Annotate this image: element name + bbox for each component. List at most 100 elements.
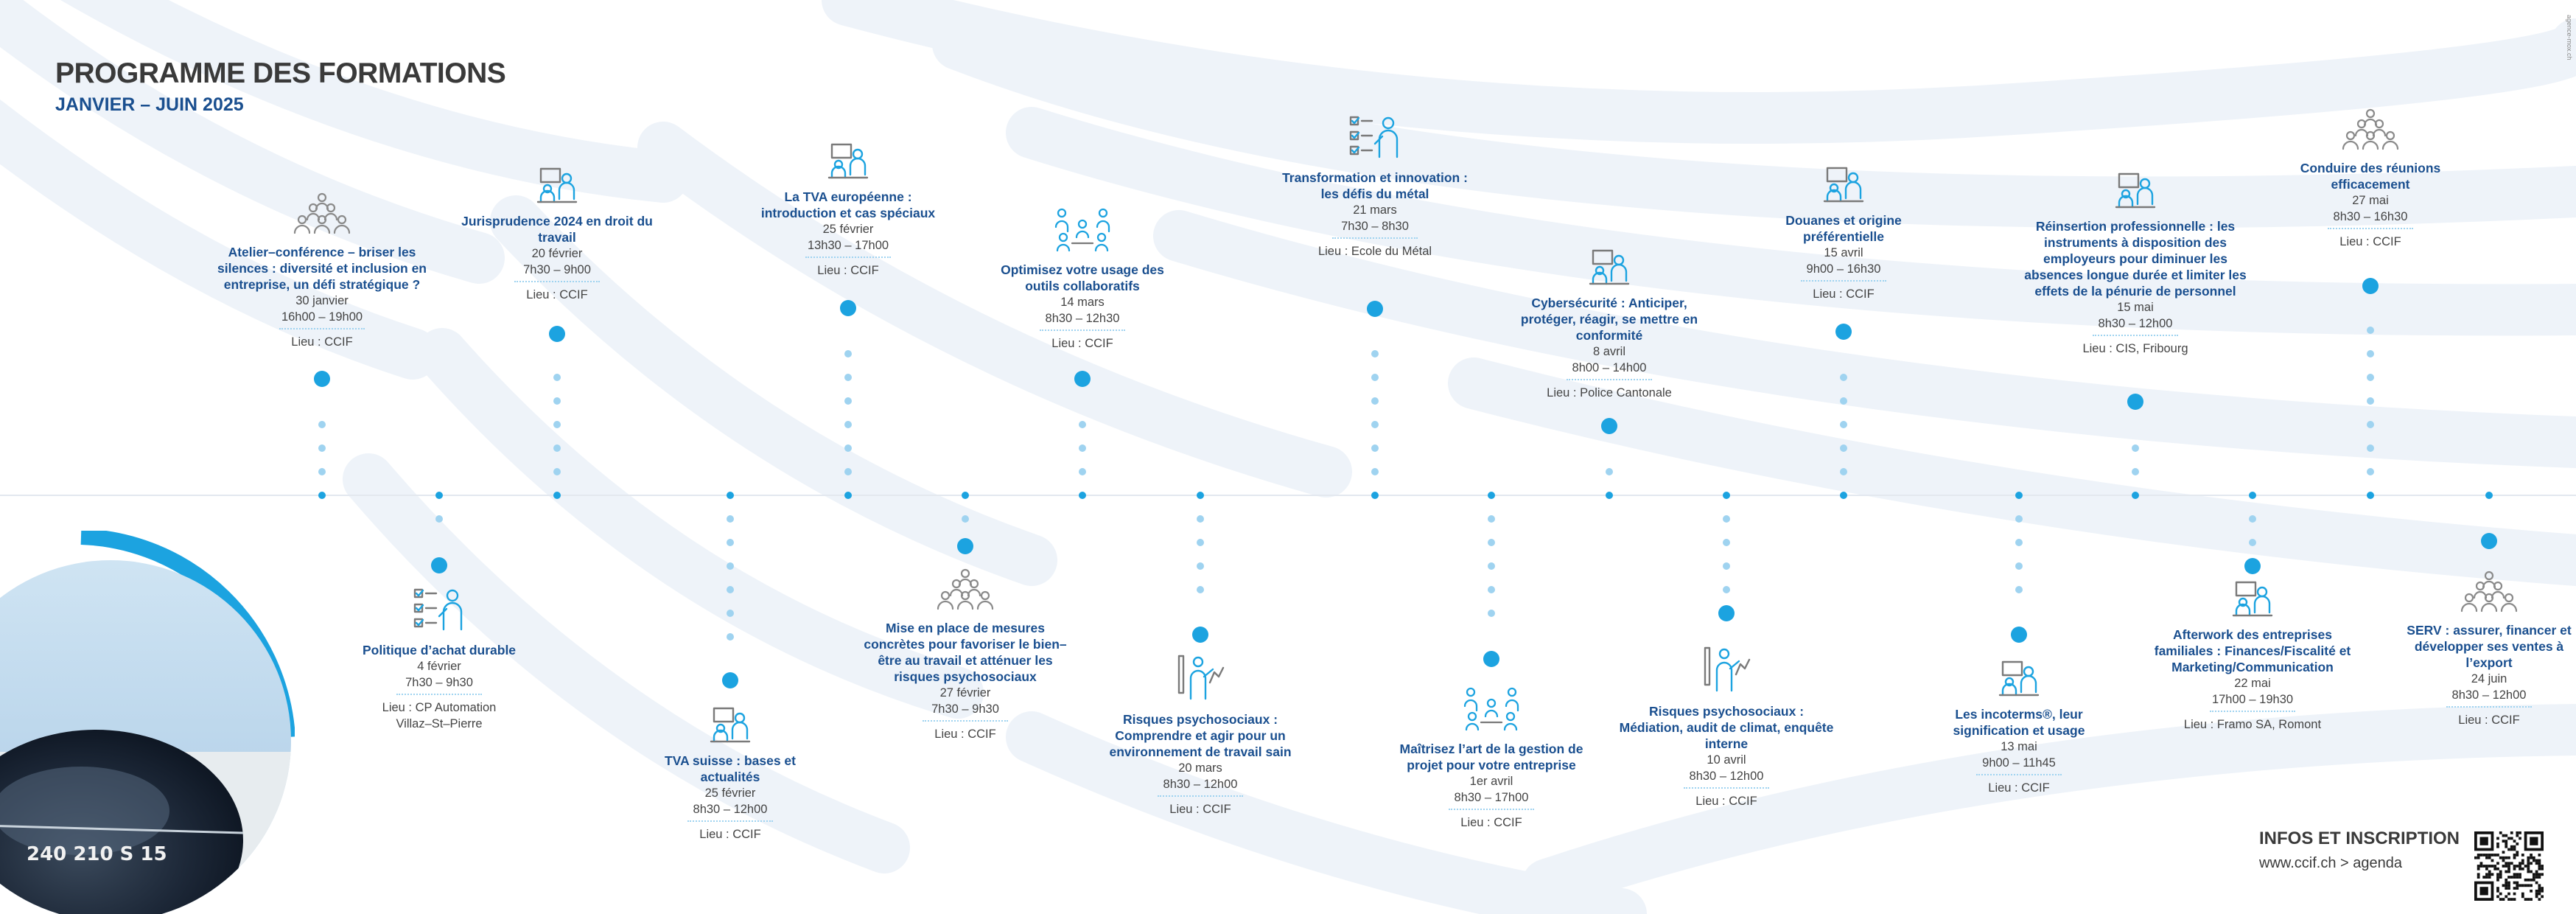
qr-module [2507, 856, 2510, 859]
event-location: Lieu : CCIF [1813, 287, 1875, 301]
qr-module [2527, 898, 2530, 901]
axis-dot [1371, 492, 1379, 499]
qr-module [2507, 898, 2510, 901]
event-location: Lieu : CCIF [1051, 337, 1113, 350]
connector-dot [2367, 350, 2374, 357]
axis-dot [2367, 492, 2374, 499]
qr-module [2541, 867, 2544, 871]
qr-module [2519, 837, 2521, 840]
event-title: Mise en place de mesures concrètes pour … [864, 621, 1067, 684]
qr-code-icon[interactable] [2474, 831, 2544, 901]
event-location: Lieu : CCIF [526, 288, 588, 301]
event-card[interactable]: Risques psychosociaux : Médiation, audit… [1616, 645, 1837, 809]
event-time: 7h30 – 9h30 [405, 676, 473, 689]
info-url[interactable]: www.ccif.ch > agenda [2259, 855, 2402, 871]
qr-module [2513, 898, 2516, 901]
qr-module [2479, 862, 2483, 865]
event-card[interactable]: Politique d’achat durable 4 février 7h30 –… [351, 587, 528, 732]
event-card[interactable]: Atelier–conférence – briser les silences… [211, 192, 433, 350]
qr-module [2499, 831, 2502, 834]
connector-dot [1840, 421, 1847, 428]
event-card[interactable]: Transformation et innovation : les défis… [1279, 114, 1471, 259]
event-card[interactable]: Jurisprudence 2024 en droit du travail 20… [461, 167, 653, 303]
event-separator [1976, 774, 2062, 775]
qr-module [2488, 865, 2491, 868]
qr-module [2521, 859, 2524, 862]
qr-module [2538, 884, 2541, 887]
qr-module [2510, 848, 2513, 851]
qr-module [2538, 867, 2541, 871]
qr-module [2527, 865, 2530, 868]
event-title: Afterwork des entreprises familiales : F… [2154, 627, 2351, 674]
qr-module [2505, 865, 2508, 868]
qr-module [2496, 876, 2499, 879]
event-card[interactable]: Douanes et origine préférentielle 15 avri… [1748, 166, 1939, 302]
event-card[interactable]: SERV : assurer, financer et développer s… [2397, 570, 2576, 728]
event-time: 8h30 – 12h00 [1163, 778, 1238, 791]
event-card[interactable]: Réinsertion professionnelle : les instru… [2021, 172, 2250, 357]
qr-module [2516, 843, 2519, 845]
connector-dot [1723, 515, 1730, 523]
qr-module [2530, 878, 2533, 882]
qr-module [2477, 865, 2480, 868]
connector-dot [1371, 444, 1379, 452]
connector-dot [1371, 421, 1379, 428]
qr-module [2535, 873, 2538, 876]
qr-module [2479, 854, 2483, 857]
qr-module [2505, 862, 2508, 865]
team-icon [983, 206, 1182, 257]
qr-module [2538, 876, 2541, 879]
qr-module [2516, 884, 2519, 887]
event-marker [722, 672, 738, 688]
qr-module [2516, 881, 2519, 885]
qr-module [2516, 834, 2519, 837]
qr-module [2535, 881, 2538, 885]
connector-dot [1371, 350, 1379, 357]
qr-module [2519, 876, 2521, 879]
qr-module [2530, 870, 2533, 873]
connector-dot [318, 421, 326, 428]
event-card[interactable]: Maîtrisez l’art de la gestion de projet … [1396, 686, 1587, 831]
event-card[interactable]: Conduire des réunions efficacement 27 mai… [2275, 108, 2466, 250]
event-card[interactable]: Afterwork des entreprises familiales : F… [2142, 580, 2363, 733]
qr-module [2496, 878, 2499, 882]
qr-module [2499, 873, 2502, 876]
event-time: 8h30 – 12h00 [693, 803, 768, 816]
team-icon [1396, 686, 1587, 736]
event-card[interactable]: La TVA européenne : introduction et cas … [752, 142, 944, 279]
qr-module [2535, 876, 2538, 879]
event-location: Lieu : CCIF [1695, 795, 1757, 808]
axis-dot [1079, 492, 1086, 499]
event-marker [431, 557, 447, 573]
event-card[interactable]: Mise en place de mesures concrètes pour … [855, 568, 1076, 742]
qr-module [2485, 856, 2488, 859]
event-marker [2011, 627, 2027, 643]
event-date: 1er avril [1469, 775, 1513, 788]
connector-dot [1488, 586, 1495, 593]
event-card[interactable]: TVA suisse : bases et actualités 25 févri… [642, 706, 819, 843]
qr-module [2502, 898, 2505, 901]
event-card[interactable]: Cybersécurité : Anticiper, protéger, réa… [1502, 248, 1716, 401]
connector-dot [1840, 397, 1847, 405]
connector-dot [727, 633, 734, 641]
event-card[interactable]: Optimisez votre usage des outils collabo… [983, 206, 1182, 352]
event-time: 16h00 – 19h00 [281, 310, 363, 324]
qr-module [2496, 887, 2499, 890]
event-card[interactable]: Risques psychosociaux : Comprendre et ag… [1090, 653, 1311, 817]
axis-dot [1840, 492, 1847, 499]
qr-finder [2479, 887, 2488, 896]
event-location: Lieu : CCIF [291, 335, 353, 349]
event-time: 9h00 – 16h30 [1806, 262, 1881, 276]
event-time: 8h30 – 17h00 [1454, 791, 1529, 804]
event-card[interactable]: Les incoterms®, leur signification et us… [1931, 660, 2107, 796]
qr-module [2521, 884, 2524, 887]
event-time: 8h30 – 16h30 [2333, 210, 2408, 223]
info-heading: INFOS ET INSCRIPTION [2259, 828, 2460, 848]
event-title: Risques psychosociaux : Comprendre et ag… [1109, 712, 1292, 759]
connector-dot [1197, 539, 1204, 546]
connector-dot [2367, 468, 2374, 475]
qr-module [2499, 892, 2502, 896]
event-time: 7h30 – 9h30 [931, 702, 999, 716]
connector-dot [2015, 586, 2023, 593]
qr-module [2513, 887, 2516, 890]
